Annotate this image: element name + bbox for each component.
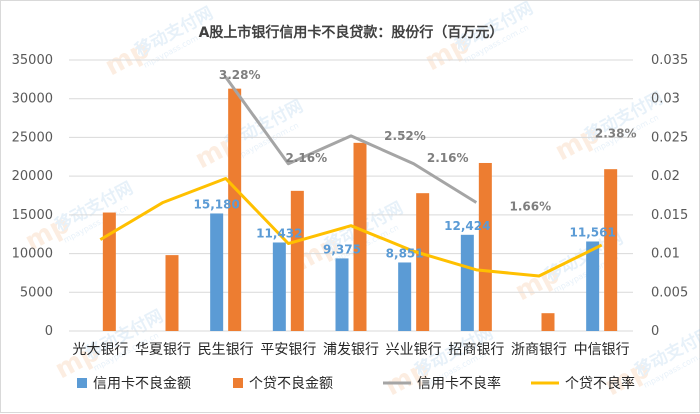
line-data-label: 2.16%: [427, 151, 469, 165]
bar-personal-loan: [290, 190, 304, 331]
legend-label: 个贷不良率: [565, 375, 635, 392]
chart-title: A股上市银行信用卡不良贷款：股份行（百万元）: [199, 24, 504, 41]
bar-credit-card: [272, 242, 286, 331]
category-label: 兴业银行: [386, 342, 442, 358]
bar-data-label: 15,180: [194, 197, 240, 211]
bar-data-label: 8,851: [386, 246, 424, 260]
bar-personal-loan: [353, 142, 367, 331]
right-tick-label: 0.02: [651, 169, 680, 184]
category-label: 浦发银行: [323, 342, 379, 358]
right-tick-label: 0.01: [651, 247, 680, 262]
legend-swatch: [77, 378, 87, 388]
bar-data-label: 12,424: [444, 219, 490, 233]
bar-credit-card: [335, 258, 349, 331]
bar-data-label: 9,375: [323, 242, 361, 256]
category-label: 招商银行: [448, 342, 504, 358]
bar-data-label: 11,432: [256, 226, 302, 240]
legend-label: 信用卡不良率: [417, 375, 501, 392]
right-tick-label: 0.025: [651, 130, 688, 145]
right-axis: 0 0.005 0.01 0.015 0.02 0.025 0.03 0.035: [651, 53, 688, 339]
line-personal-loan-npl-rate: [99, 176, 603, 278]
line-data-label: 2.38%: [595, 127, 637, 141]
line-data-label: 1.66%: [510, 199, 552, 213]
left-axis: 0 5000 10000 15000 20000 25000 30000 35000: [12, 53, 53, 339]
legend-label: 个贷不良金额: [249, 376, 333, 392]
right-tick-label: 0: [651, 324, 659, 339]
left-tick-label: 35000: [12, 53, 53, 68]
bar-credit-card: [460, 234, 474, 331]
line-layer: [99, 76, 603, 278]
bar-layer: [102, 88, 618, 331]
line-data-label: 2.16%: [286, 151, 328, 165]
category-label: 民生银行: [198, 342, 254, 358]
line-data-label: 2.52%: [384, 129, 426, 143]
category-axis: 光大银行 华夏银行 民生银行 平安银行 浦发银行 兴业银行 招商银行 浙商银行 中信银行: [72, 342, 629, 358]
left-tick-label: 15000: [12, 208, 53, 223]
bar-credit-card: [398, 262, 412, 331]
bar-personal-loan: [604, 169, 618, 331]
bar-personal-loan: [416, 193, 430, 331]
left-tick-label: 20000: [12, 169, 53, 184]
left-tick-label: 5000: [20, 285, 53, 300]
category-label: 光大银行: [72, 342, 128, 358]
bar-data-label: 11,561: [570, 225, 616, 239]
left-tick-label: 0: [45, 324, 53, 339]
left-tick-label: 30000: [12, 92, 53, 107]
data-label-layer: 15,180 11,432 9,375 8,851 12,424 11,561 3.28% 2…: [194, 68, 637, 260]
bar-personal-loan: [541, 313, 555, 331]
category-label: 中信银行: [574, 342, 630, 358]
right-tick-label: 0.015: [651, 208, 688, 223]
category-label: 华夏银行: [135, 342, 191, 358]
right-tick-label: 0.005: [651, 285, 688, 300]
right-tick-label: 0.03: [651, 92, 680, 107]
line-data-label: 3.28%: [219, 68, 261, 82]
bar-credit-card: [586, 241, 600, 331]
bar-personal-loan: [102, 212, 116, 331]
bar-personal-loan: [478, 162, 492, 331]
right-tick-label: 0.035: [651, 53, 688, 68]
line-credit-card-npl-rate: [224, 76, 478, 204]
bar-personal-loan: [165, 255, 179, 331]
legend: 信用卡不良金额 个贷不良金额 信用卡不良率 个贷不良率: [77, 375, 635, 392]
left-tick-label: 10000: [12, 247, 53, 262]
category-label: 平安银行: [260, 342, 316, 358]
legend-swatch: [233, 378, 243, 388]
category-label: 浙商银行: [511, 342, 567, 358]
left-tick-label: 25000: [12, 130, 53, 145]
bar-personal-loan: [228, 88, 242, 331]
legend-label: 信用卡不良金额: [93, 376, 191, 392]
bar-credit-card: [210, 213, 224, 331]
